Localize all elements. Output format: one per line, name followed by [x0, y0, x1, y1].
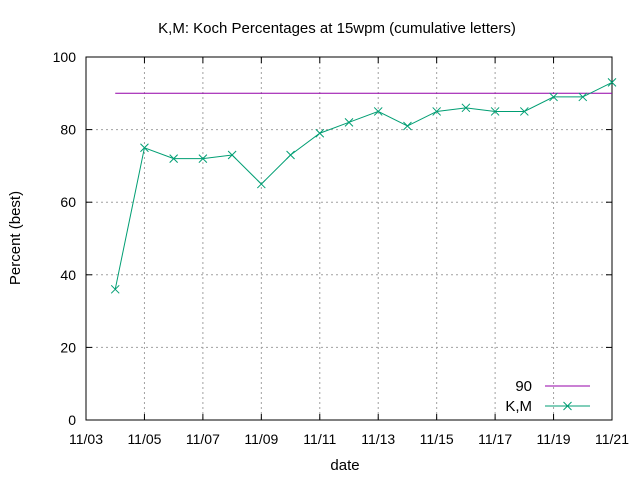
data-point: [549, 92, 558, 102]
y-tick-label: 0: [68, 412, 76, 428]
data-point: [432, 107, 442, 116]
legend-marker: [563, 401, 572, 411]
data-point: [344, 117, 354, 127]
x-tick-label: 11/03: [69, 431, 103, 447]
data-point: [578, 92, 588, 102]
x-tick-label: 11/15: [420, 431, 454, 447]
data-point: [373, 107, 383, 116]
x-tick-label: 11/05: [127, 431, 161, 447]
data-point: [286, 150, 295, 160]
x-tick-label: 11/07: [186, 431, 220, 447]
data-point: [198, 154, 208, 163]
legend-label: 90: [515, 378, 532, 395]
data-point: [490, 107, 500, 116]
x-tick-label: 11/19: [537, 431, 571, 447]
x-tick-label: 11/11: [303, 431, 336, 447]
y-axis-label: Percent (best): [7, 191, 24, 285]
data-point: [110, 284, 120, 294]
data-point: [461, 103, 471, 113]
data-point: [315, 128, 325, 138]
data-point: [607, 78, 617, 87]
y-tick-label: 100: [53, 49, 77, 65]
data-point: [169, 154, 179, 163]
chart-title: K,M: Koch Percentages at 15wpm (cumulati…: [158, 20, 516, 37]
y-tick-label: 20: [60, 339, 76, 355]
x-tick-label: 11/13: [361, 431, 395, 447]
y-tick-label: 40: [60, 267, 76, 283]
legend: 90 K,M: [505, 378, 590, 415]
plot-frame: [85, 56, 613, 421]
y-tick-label: 80: [60, 122, 76, 138]
x-axis-label: date: [330, 457, 359, 474]
x-tick-label: 11/09: [244, 431, 278, 447]
y-tick-label: 60: [60, 194, 76, 210]
series-layer: [110, 78, 617, 294]
series-line-1: [114, 81, 613, 290]
data-point: [256, 179, 266, 189]
axis-ticks: 0 20 40 60 80 100 11/03 11/05 11/07 11/09 11/11 11/…: [53, 49, 630, 447]
legend-label: K,M: [505, 398, 532, 415]
data-point: [227, 150, 237, 160]
data-point: [519, 107, 529, 116]
x-tick-label: 11/17: [478, 431, 512, 447]
x-tick-label: 11/21: [595, 431, 629, 447]
grid: [86, 57, 612, 420]
data-point: [140, 143, 149, 153]
data-point: [403, 121, 412, 131]
